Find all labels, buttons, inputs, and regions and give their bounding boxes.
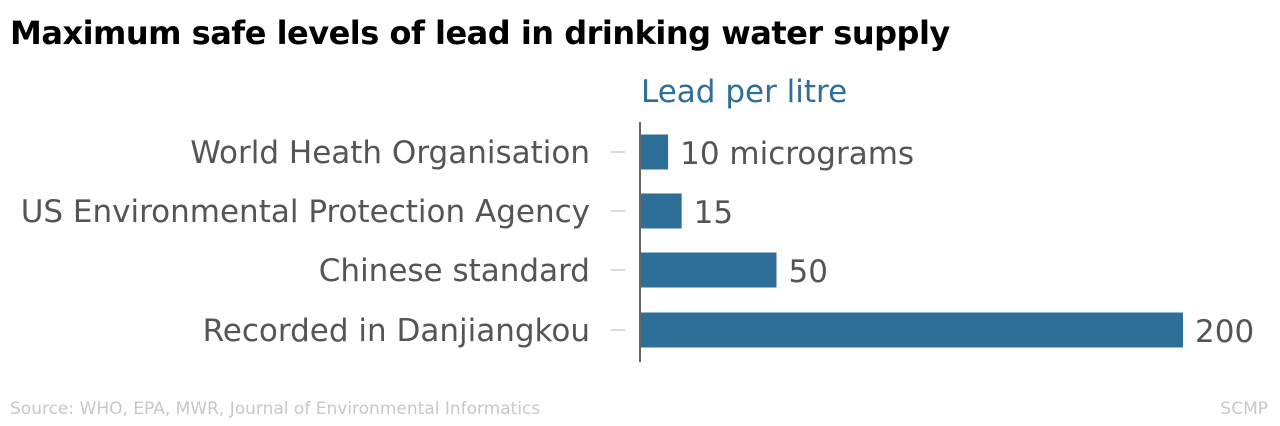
source-note: Source: WHO, EPA, MWR, Journal of Enviro…	[10, 399, 541, 419]
category-label: Chinese standard	[319, 253, 590, 289]
bar	[641, 312, 1183, 348]
bar	[641, 252, 777, 288]
chart-subtitle: Lead per litre	[641, 74, 847, 110]
chart-title: Maximum safe levels of lead in drinking …	[10, 14, 950, 52]
bar-value-label: 15	[694, 195, 733, 231]
bar-value-label: 200	[1195, 314, 1254, 350]
bars-layer: World Heath Organisation 10 micrograms US …	[21, 134, 1254, 350]
brand-label: SCMP	[1220, 399, 1268, 419]
bar	[641, 193, 682, 229]
bar	[641, 134, 669, 170]
category-label: US Environmental Protection Agency	[21, 194, 590, 230]
category-label: Recorded in Danjiangkou	[203, 313, 590, 349]
bar-value-label: 50	[789, 254, 828, 290]
bar-value-label: 10 micrograms	[680, 136, 914, 172]
category-label: World Heath Organisation	[190, 135, 590, 171]
